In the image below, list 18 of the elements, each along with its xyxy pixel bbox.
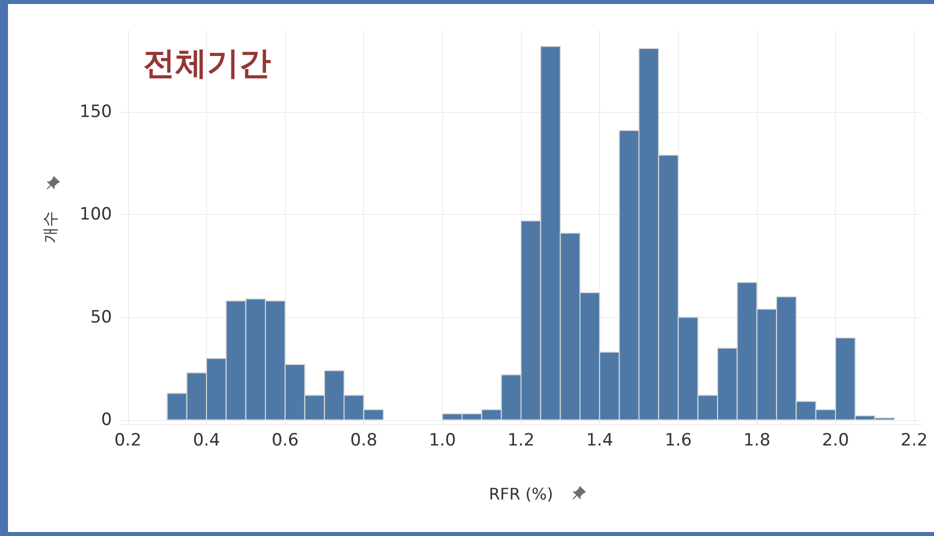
y-axis-title: 개수 — [40, 211, 60, 243]
y-tick-label: 50 — [90, 307, 112, 328]
text: 전체기간 — [143, 44, 271, 82]
x-tick-label: 0.6 — [272, 430, 299, 450]
x-tick-label: 2.2 — [900, 430, 928, 450]
x-tick-label: 1.4 — [586, 430, 614, 450]
x-tick-label: 0.4 — [192, 430, 220, 450]
y-tick-label: 100 — [80, 204, 112, 225]
x-tick-label: 1.2 — [507, 430, 535, 450]
x-tick-label: 1.6 — [664, 430, 692, 450]
x-axis-title: RFR (%) — [488, 484, 554, 504]
x-tick-label: 2.0 — [822, 430, 850, 450]
y-tick-label: 150 — [80, 102, 112, 122]
x-tick-label: 1.8 — [743, 430, 770, 450]
x-tick-label: 1.0 — [428, 430, 456, 450]
x-tick-label: 0.2 — [114, 430, 142, 450]
x-tick-label: 0.8 — [350, 430, 378, 450]
y-tick-label: 0 — [101, 410, 112, 430]
